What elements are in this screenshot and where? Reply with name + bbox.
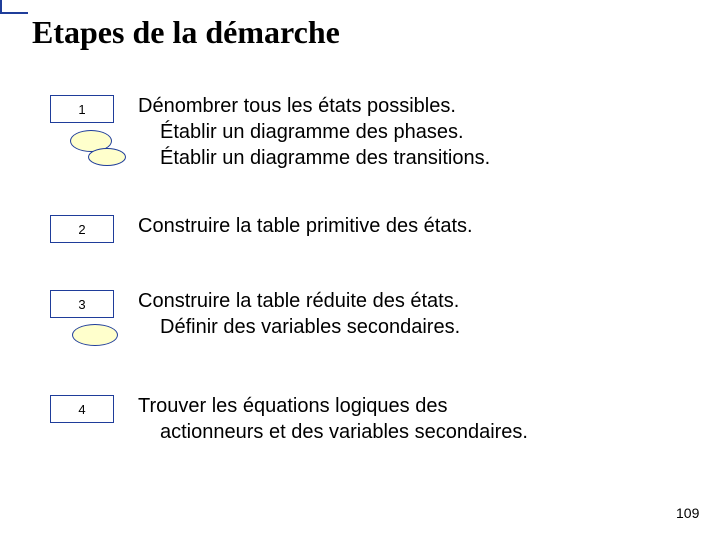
step-box-2: 2 [50, 215, 114, 243]
step-sub-3-1: Définir des variables secondaires. [138, 314, 460, 340]
step-sub-4-1: actionneurs et des variables secondaires… [138, 419, 528, 445]
step-sub-1-1: Établir un diagramme des phases. [138, 119, 490, 145]
step-text-2: Construire la table primitive des états. [138, 213, 473, 239]
step-box-3: 3 [50, 290, 114, 318]
step-box-4: 4 [50, 395, 114, 423]
step-main-1: Dénombrer tous les états possibles. [138, 93, 490, 119]
bubble-1-2 [88, 148, 126, 166]
step-text-1: Dénombrer tous les états possibles.Établ… [138, 93, 490, 171]
step-box-1: 1 [50, 95, 114, 123]
step-text-4: Trouver les équations logiques desaction… [138, 393, 528, 445]
step-text-3: Construire la table réduite des états.Dé… [138, 288, 460, 340]
corner-decoration [0, 0, 28, 14]
slide-title: Etapes de la démarche [32, 14, 340, 51]
step-sub-1-2: Établir un diagramme des transitions. [138, 145, 490, 171]
bubble-3-1 [72, 324, 118, 346]
step-main-4: Trouver les équations logiques des [138, 393, 528, 419]
step-main-2: Construire la table primitive des états. [138, 213, 473, 239]
step-main-3: Construire la table réduite des états. [138, 288, 460, 314]
page-number: 109 [676, 505, 699, 521]
